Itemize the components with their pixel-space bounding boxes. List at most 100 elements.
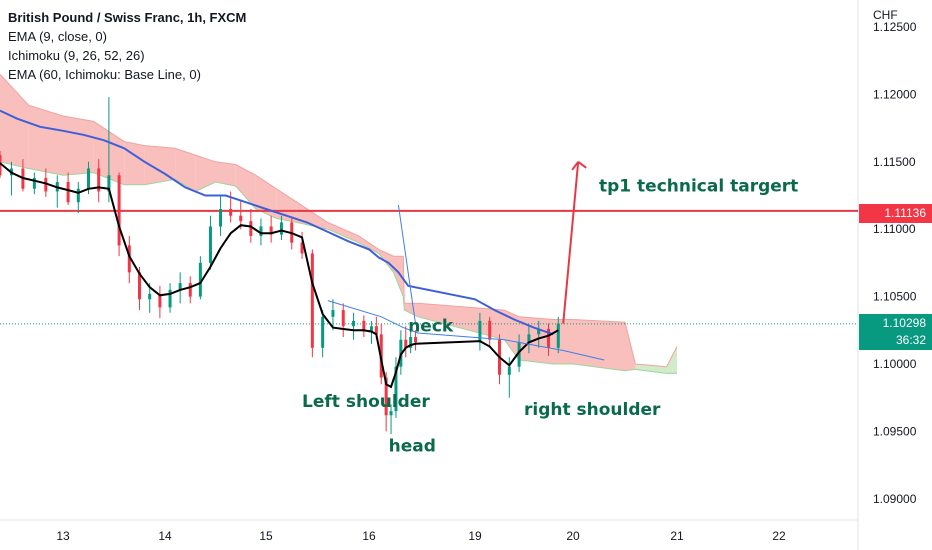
candle-body (117, 175, 121, 246)
target-arrow-shaft (562, 161, 580, 324)
x-tick-label: 22 (772, 529, 786, 543)
chart-annotation: tp1 technical targert (599, 176, 798, 196)
target-arrowhead (571, 161, 587, 171)
indicator-ema-slow-label: EMA (60, Ichimoku: Base Line, 0) (8, 67, 201, 82)
candle-body (409, 337, 413, 348)
candle-body (389, 411, 393, 416)
ema-slow-line (0, 109, 554, 336)
candle-body (537, 328, 541, 335)
x-tick-label: 13 (56, 529, 70, 543)
ichimoku-cloud-segment (504, 310, 520, 360)
chart-annotation: neck (408, 317, 454, 337)
candle-body (76, 188, 80, 203)
y-tick-label: 1.11500 (873, 155, 916, 169)
y-tick-label: 1.09500 (873, 424, 917, 438)
last-price-tag: 1.10298 36:32 (859, 314, 932, 350)
indicator-ema-fast-label: EMA (9, close, 0) (8, 29, 107, 44)
candle-body (310, 253, 314, 348)
ichimoku-cloud-segment (195, 155, 216, 192)
candle-body (269, 226, 273, 235)
candle-body (66, 182, 70, 203)
chart-annotation: Left shoulder (302, 392, 430, 412)
candle-body (300, 242, 304, 254)
ichimoku-cloud-segment (358, 235, 379, 254)
neckline-drawing (327, 300, 605, 361)
candle-body (547, 328, 550, 348)
y-tick-label: 1.09000 (873, 492, 917, 506)
candle-body (138, 272, 141, 300)
ichimoku-cloud-segment (573, 319, 625, 371)
candle-body (279, 222, 283, 235)
candle-body (219, 208, 223, 227)
candle-body (0, 155, 2, 176)
candle-body (369, 326, 373, 332)
target-price-value: 1.11136 (884, 206, 926, 220)
candle-body (556, 323, 560, 348)
candle-body (404, 339, 408, 348)
ichimoku-cloud-segment (666, 346, 677, 374)
ichimoku-cloud-segment (63, 116, 94, 176)
chart-annotation: right shoulder (524, 400, 661, 420)
ichimoku-cloud-segment (124, 141, 145, 185)
candle-body (32, 177, 36, 189)
candle-body (158, 293, 162, 308)
candle-body (478, 320, 482, 343)
ichimoku-cloud-segment (418, 303, 505, 340)
ema-fast-line (0, 162, 559, 389)
y-tick-label: 1.11000 (873, 222, 916, 236)
chart-legend: British Pound / Swiss Franc, 1h, FXCM EM… (8, 8, 246, 84)
candle-body (374, 326, 378, 335)
x-tick-label: 16 (362, 529, 376, 543)
y-tick-label: 1.12000 (873, 87, 917, 101)
candle-body (148, 293, 152, 300)
chart-annotation: head (389, 437, 436, 457)
currency-label: CHF (873, 8, 898, 22)
projection-line-drawing (397, 204, 416, 324)
candle-body (168, 289, 172, 308)
y-tick-label: 1.12500 (873, 20, 917, 34)
candle-body (394, 366, 398, 412)
ichimoku-cloud-segment (28, 105, 64, 176)
candle-body (517, 342, 521, 367)
x-tick-label: 14 (158, 529, 172, 543)
candle-body (362, 320, 366, 332)
last-price-value: 1.10298 (882, 316, 926, 330)
ichimoku-cloud-segment (235, 164, 256, 209)
ichimoku-cloud-segment (215, 161, 236, 187)
candle-body (97, 168, 101, 192)
x-tick-label: 20 (566, 529, 580, 543)
candle-body (44, 177, 48, 192)
candle-body (507, 366, 511, 375)
y-tick-label: 1.10500 (873, 290, 917, 304)
candle-body (208, 226, 212, 263)
candle-body (239, 215, 243, 222)
ichimoku-span-b (0, 161, 677, 374)
candle-body (384, 377, 388, 416)
x-tick-label: 21 (670, 529, 684, 543)
ichimoku-cloud-segment (393, 256, 404, 297)
x-tick-label: 19 (468, 529, 482, 543)
candle-body (249, 221, 253, 236)
candle-body (229, 208, 233, 216)
candle-body (127, 245, 131, 273)
candle-body (259, 226, 263, 236)
candle-body (178, 283, 182, 290)
y-tick-label: 1.10000 (873, 357, 917, 371)
candle-body (107, 175, 111, 192)
symbol-title: British Pound / Swiss Franc, 1h, FXCM (8, 10, 247, 25)
candle-body (527, 334, 531, 343)
candle-body (341, 310, 345, 327)
candle-body (188, 283, 192, 297)
ichimoku-cloud-segment (327, 222, 359, 243)
ichimoku-cloud-segment (175, 148, 196, 192)
candle-body (321, 316, 325, 348)
ichimoku-cloud-segment (553, 319, 573, 364)
candle-body (198, 262, 202, 297)
x-tick-label: 15 (259, 529, 273, 543)
indicator-ichimoku-label: Ichimoku (9, 26, 52, 26) (8, 48, 145, 63)
ichimoku-cloud-segment (404, 303, 418, 317)
candle-body (488, 320, 492, 340)
candle-body (87, 168, 90, 189)
target-price-tag: 1.11136 (859, 204, 932, 223)
